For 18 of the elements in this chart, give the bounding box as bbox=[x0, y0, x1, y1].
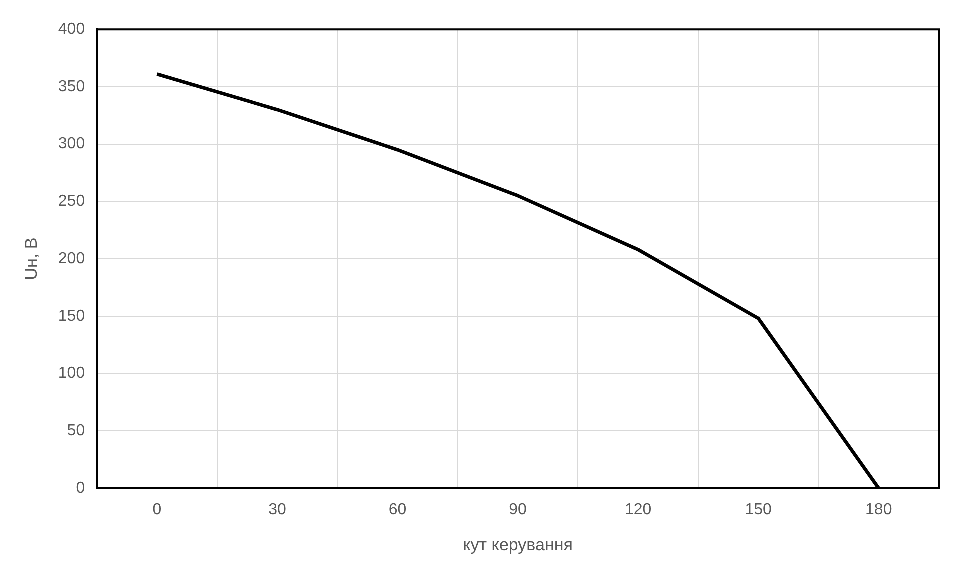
y-axis-title: Uн, В bbox=[22, 238, 41, 280]
y-tick-label: 350 bbox=[58, 78, 86, 96]
x-tick-label: 180 bbox=[866, 501, 892, 518]
y-tick-label: 200 bbox=[58, 250, 86, 268]
y-tick-label: 150 bbox=[58, 308, 86, 325]
y-tick-label: 100 bbox=[58, 365, 86, 382]
y-tick-label: 300 bbox=[58, 136, 86, 153]
x-tick-label: 150 bbox=[745, 501, 772, 518]
y-tick-label: 250 bbox=[58, 193, 86, 210]
x-tick-label: 90 bbox=[509, 501, 528, 518]
x-axis-title: кут керування bbox=[463, 535, 573, 554]
y-tick-label: 400 bbox=[58, 21, 86, 38]
x-tick-label: 60 bbox=[388, 501, 407, 518]
x-tick-label: 120 bbox=[624, 501, 652, 518]
x-tick-label: 0 bbox=[152, 501, 162, 518]
y-tick-label: 0 bbox=[76, 480, 86, 497]
x-tick-label: 30 bbox=[268, 501, 287, 518]
y-tick-label: 50 bbox=[67, 422, 86, 440]
